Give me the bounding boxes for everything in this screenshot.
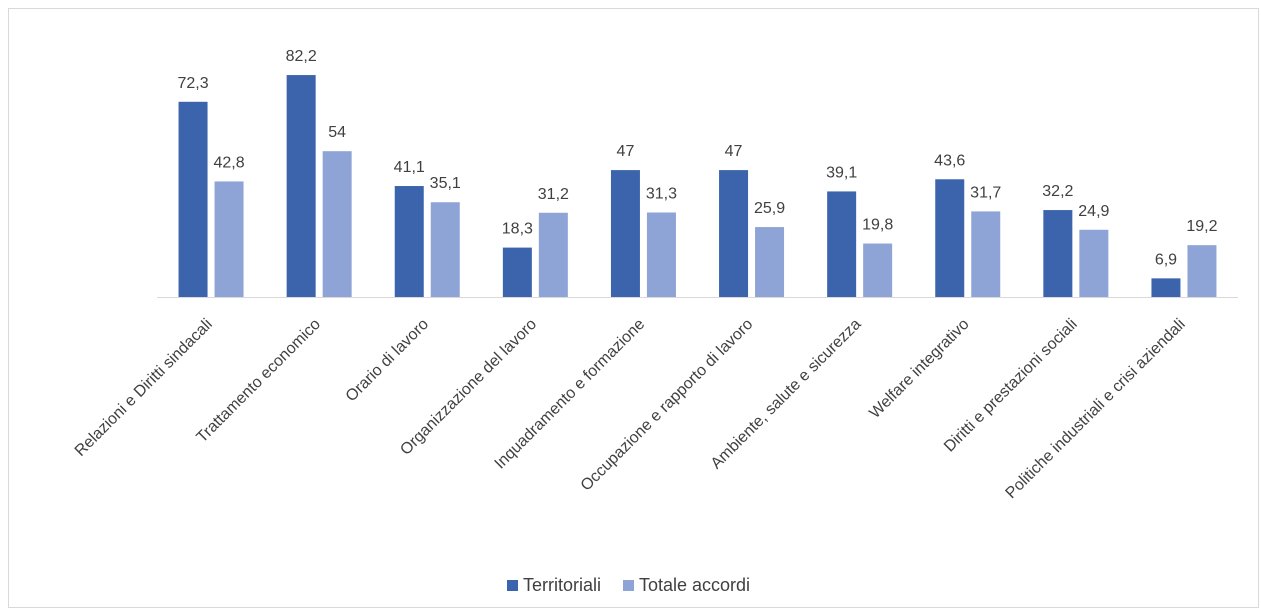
bar-totale-accordi-5 [755,227,785,297]
category-label: Occupazione e rapporto di lavoro [578,316,757,495]
data-label: 24,9 [1078,203,1109,220]
bar-totale-accordi-1 [322,151,352,297]
bar-totale-accordi-9 [1187,245,1217,297]
legend-label-territoriali: Territoriali [523,575,601,595]
bar-territoriali-7 [935,179,965,297]
bar-totale-accordi-3 [538,212,568,297]
bar-territoriali-3 [502,247,532,297]
data-label: 47 [725,143,743,160]
bar-territoriali-2 [394,186,424,297]
bar-territoriali-1 [286,75,316,297]
data-label: 54 [328,124,346,141]
data-label: 35,1 [430,175,461,192]
bar-territoriali-9 [1151,278,1181,297]
bars-group [178,75,1217,297]
category-labels-group: Relazioni e Diritti sindacaliTrattamento… [72,316,1189,502]
bar-totale-accordi-6 [863,243,893,297]
legend: Territoriali Totale accordi [507,575,750,595]
category-label: Politiche industriali e crisi aziendali [1003,316,1189,502]
data-label: 41,1 [394,159,425,176]
category-label: Relazioni e Diritti sindacali [72,316,216,460]
bar-territoriali-8 [1043,210,1073,297]
chart-frame: 72,3 42,8 82,2 54 41,1 35,1 18,3 31,2 47 31,3 47 25… [8,8,1259,608]
legend-swatch-territoriali [507,580,518,591]
data-label: 31,3 [646,185,677,202]
data-label: 32,2 [1042,183,1073,200]
data-label: 47 [617,143,635,160]
bar-territoriali-6 [827,191,857,297]
legend-swatch-totale-accordi [623,580,634,591]
category-label: Orario di lavoro [343,316,432,405]
bar-totale-accordi-8 [1079,229,1109,297]
bar-totale-accordi-0 [214,181,244,297]
bar-totale-accordi-7 [971,211,1001,297]
bar-territoriali-5 [719,170,749,297]
data-label: 31,7 [970,184,1001,201]
legend-label-totale-accordi: Totale accordi [639,575,750,595]
bar-territoriali-0 [178,101,208,297]
data-label: 82,2 [286,48,317,65]
category-label: Trattamento economico [194,316,325,447]
bar-territoriali-4 [610,170,640,297]
data-label: 19,2 [1186,218,1217,235]
bar-chart: 72,3 42,8 82,2 54 41,1 35,1 18,3 31,2 47 31,3 47 25… [72,48,1238,595]
data-label: 72,3 [177,75,208,92]
data-label: 25,9 [754,200,785,217]
data-label: 31,2 [538,186,569,203]
category-label: Welfare integrativo [866,316,972,422]
bar-totale-accordi-2 [430,202,460,297]
data-label: 18,3 [502,221,533,238]
bar-totale-accordi-4 [646,212,676,297]
data-label: 19,8 [862,217,893,234]
data-label: 42,8 [213,154,244,171]
data-label: 39,1 [826,164,857,181]
data-label: 6,9 [1155,251,1177,268]
value-labels-group: 72,3 42,8 82,2 54 41,1 35,1 18,3 31,2 47 31,3 47 25… [177,48,1217,268]
data-label: 43,6 [934,152,965,169]
